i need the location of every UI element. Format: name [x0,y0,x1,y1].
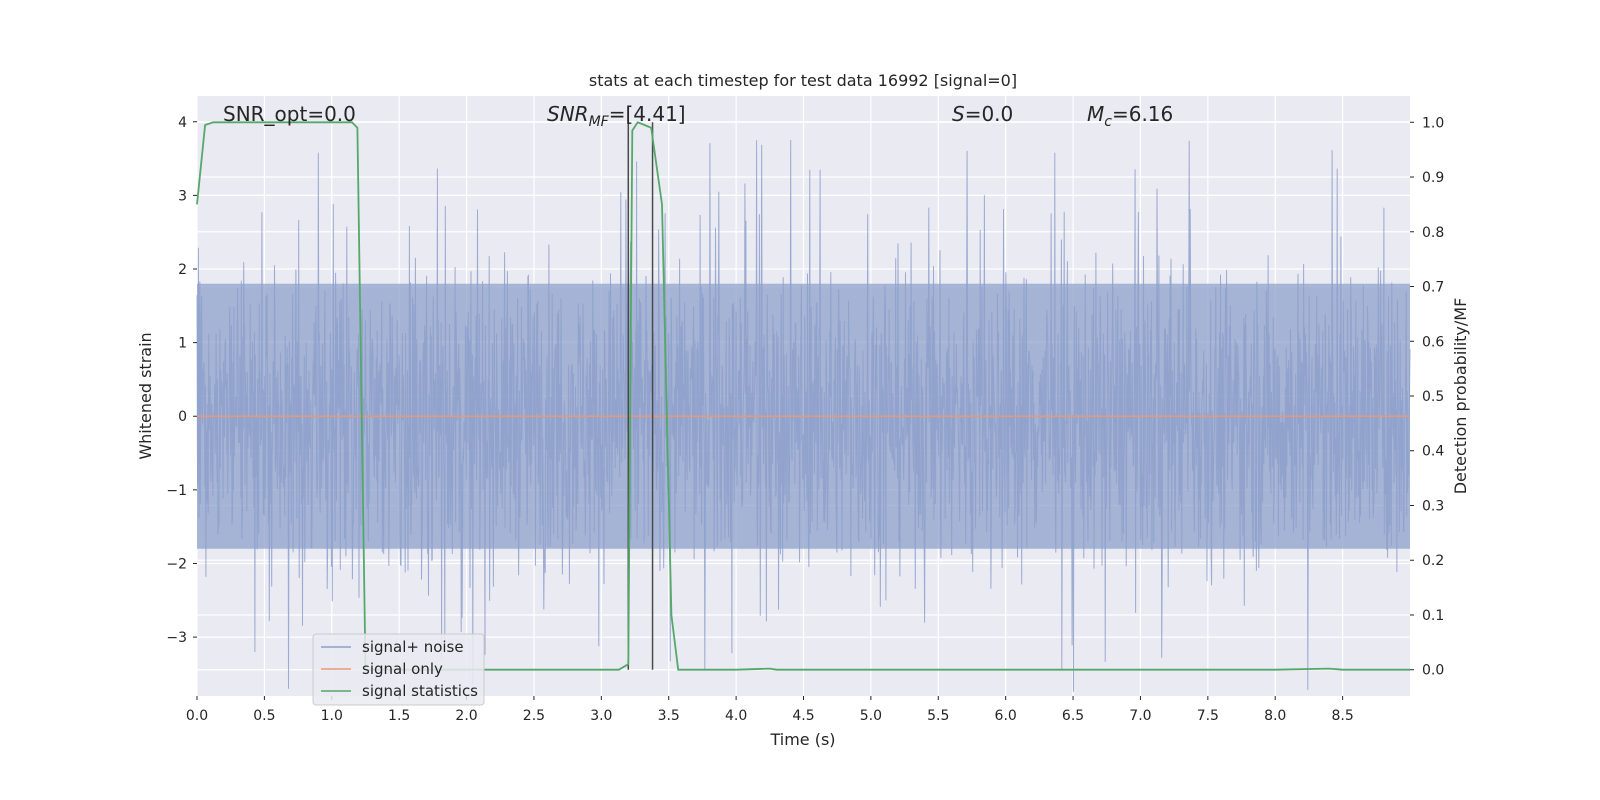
y-tick-label-2: −1 [166,483,187,499]
x-tick-label-17: 8.5 [1331,708,1353,724]
x-tick-label-8: 4.0 [725,708,747,724]
x-tick-label-6: 3.0 [590,708,612,724]
x-tick-label-12: 6.0 [995,708,1017,724]
y2-tick-label-7: 0.7 [1422,280,1444,296]
x-tick-label-4: 2.0 [455,708,477,724]
x-axis-ticks: 0.0 0.5 1.0 1.5 2.0 2.5 3.0 3.5 4.0 4.5 5.0 5.5 6.0 6… [186,696,1354,724]
y-tick-label-7: 4 [178,115,187,131]
noise-line [196,139,1411,692]
signal-statistics-line [196,121,1410,671]
y2-tick-label-4: 0.4 [1422,444,1444,460]
y-tick-label-0: −3 [166,630,187,646]
y-tick-label-1: −2 [166,556,187,572]
x-tick-label-13: 6.5 [1062,708,1084,724]
chart-title: stats at each timestep for test data 169… [589,71,1017,90]
y2-tick-label-3: 0.3 [1422,498,1444,514]
x-tick-label-11: 5.5 [927,708,949,724]
y-tick-label-5: 2 [178,262,187,278]
x-tick-label-1: 0.5 [253,708,275,724]
series-signal-statistics [196,121,1410,671]
x-tick-label-5: 2.5 [523,708,545,724]
annotation-snr-mf: SNRMF=[4.41] [547,102,686,130]
y-tick-label-3: 0 [178,409,187,425]
y2-axis-label: Detection probability/MF [1451,298,1470,495]
y-axis-ticks: −3 −2 −1 0 1 2 3 4 [166,115,197,646]
y2-tick-label-1: 0.1 [1422,608,1444,624]
y-axis-label: Whitened strain [136,332,155,459]
y2-tick-label-8: 0.8 [1422,225,1444,241]
y2-tick-label-10: 1.0 [1422,115,1444,131]
x-tick-label-9: 4.5 [792,708,814,724]
x-tick-label-0: 0.0 [186,708,208,724]
legend-label-signal-only: signal only [362,660,443,678]
x-tick-label-10: 5.0 [860,708,882,724]
legend: signal+ noise signal only signal statist… [312,633,485,706]
y2-tick-label-0: 0.0 [1422,663,1444,679]
x-axis-label: Time (s) [769,730,835,749]
x-tick-label-15: 7.5 [1197,708,1219,724]
x-tick-label-2: 1.0 [321,708,343,724]
y2-tick-label-5: 0.5 [1422,389,1444,405]
y2-tick-label-9: 0.9 [1422,170,1444,186]
x-tick-label-16: 8.0 [1264,708,1286,724]
legend-label-signal-noise: signal+ noise [362,638,464,656]
legend-box [312,633,485,706]
x-tick-label-14: 7.0 [1129,708,1151,724]
x-tick-label-7: 3.5 [658,708,680,724]
annotation-s: S=0.0 [952,102,1013,126]
annotation-snr-opt: SNR_opt=0.0 [223,102,356,126]
y-tick-label-4: 1 [178,336,187,352]
annotations: SNR_opt=0.0 SNRMF=[4.41] S=0.0 Mc=6.16 [223,102,1173,130]
y2-axis-ticks: 0.0 0.1 0.2 0.3 0.4 0.5 0.6 0.7 0.8 0.9 1.0 [1410,115,1444,679]
x-tick-label-3: 1.5 [388,708,410,724]
annotation-mc: Mc=6.16 [1087,102,1173,130]
y2-tick-label-6: 0.6 [1422,334,1444,350]
legend-label-signal-statistics: signal statistics [362,682,478,700]
y-tick-label-6: 3 [178,188,187,204]
y2-tick-label-2: 0.2 [1422,553,1444,569]
